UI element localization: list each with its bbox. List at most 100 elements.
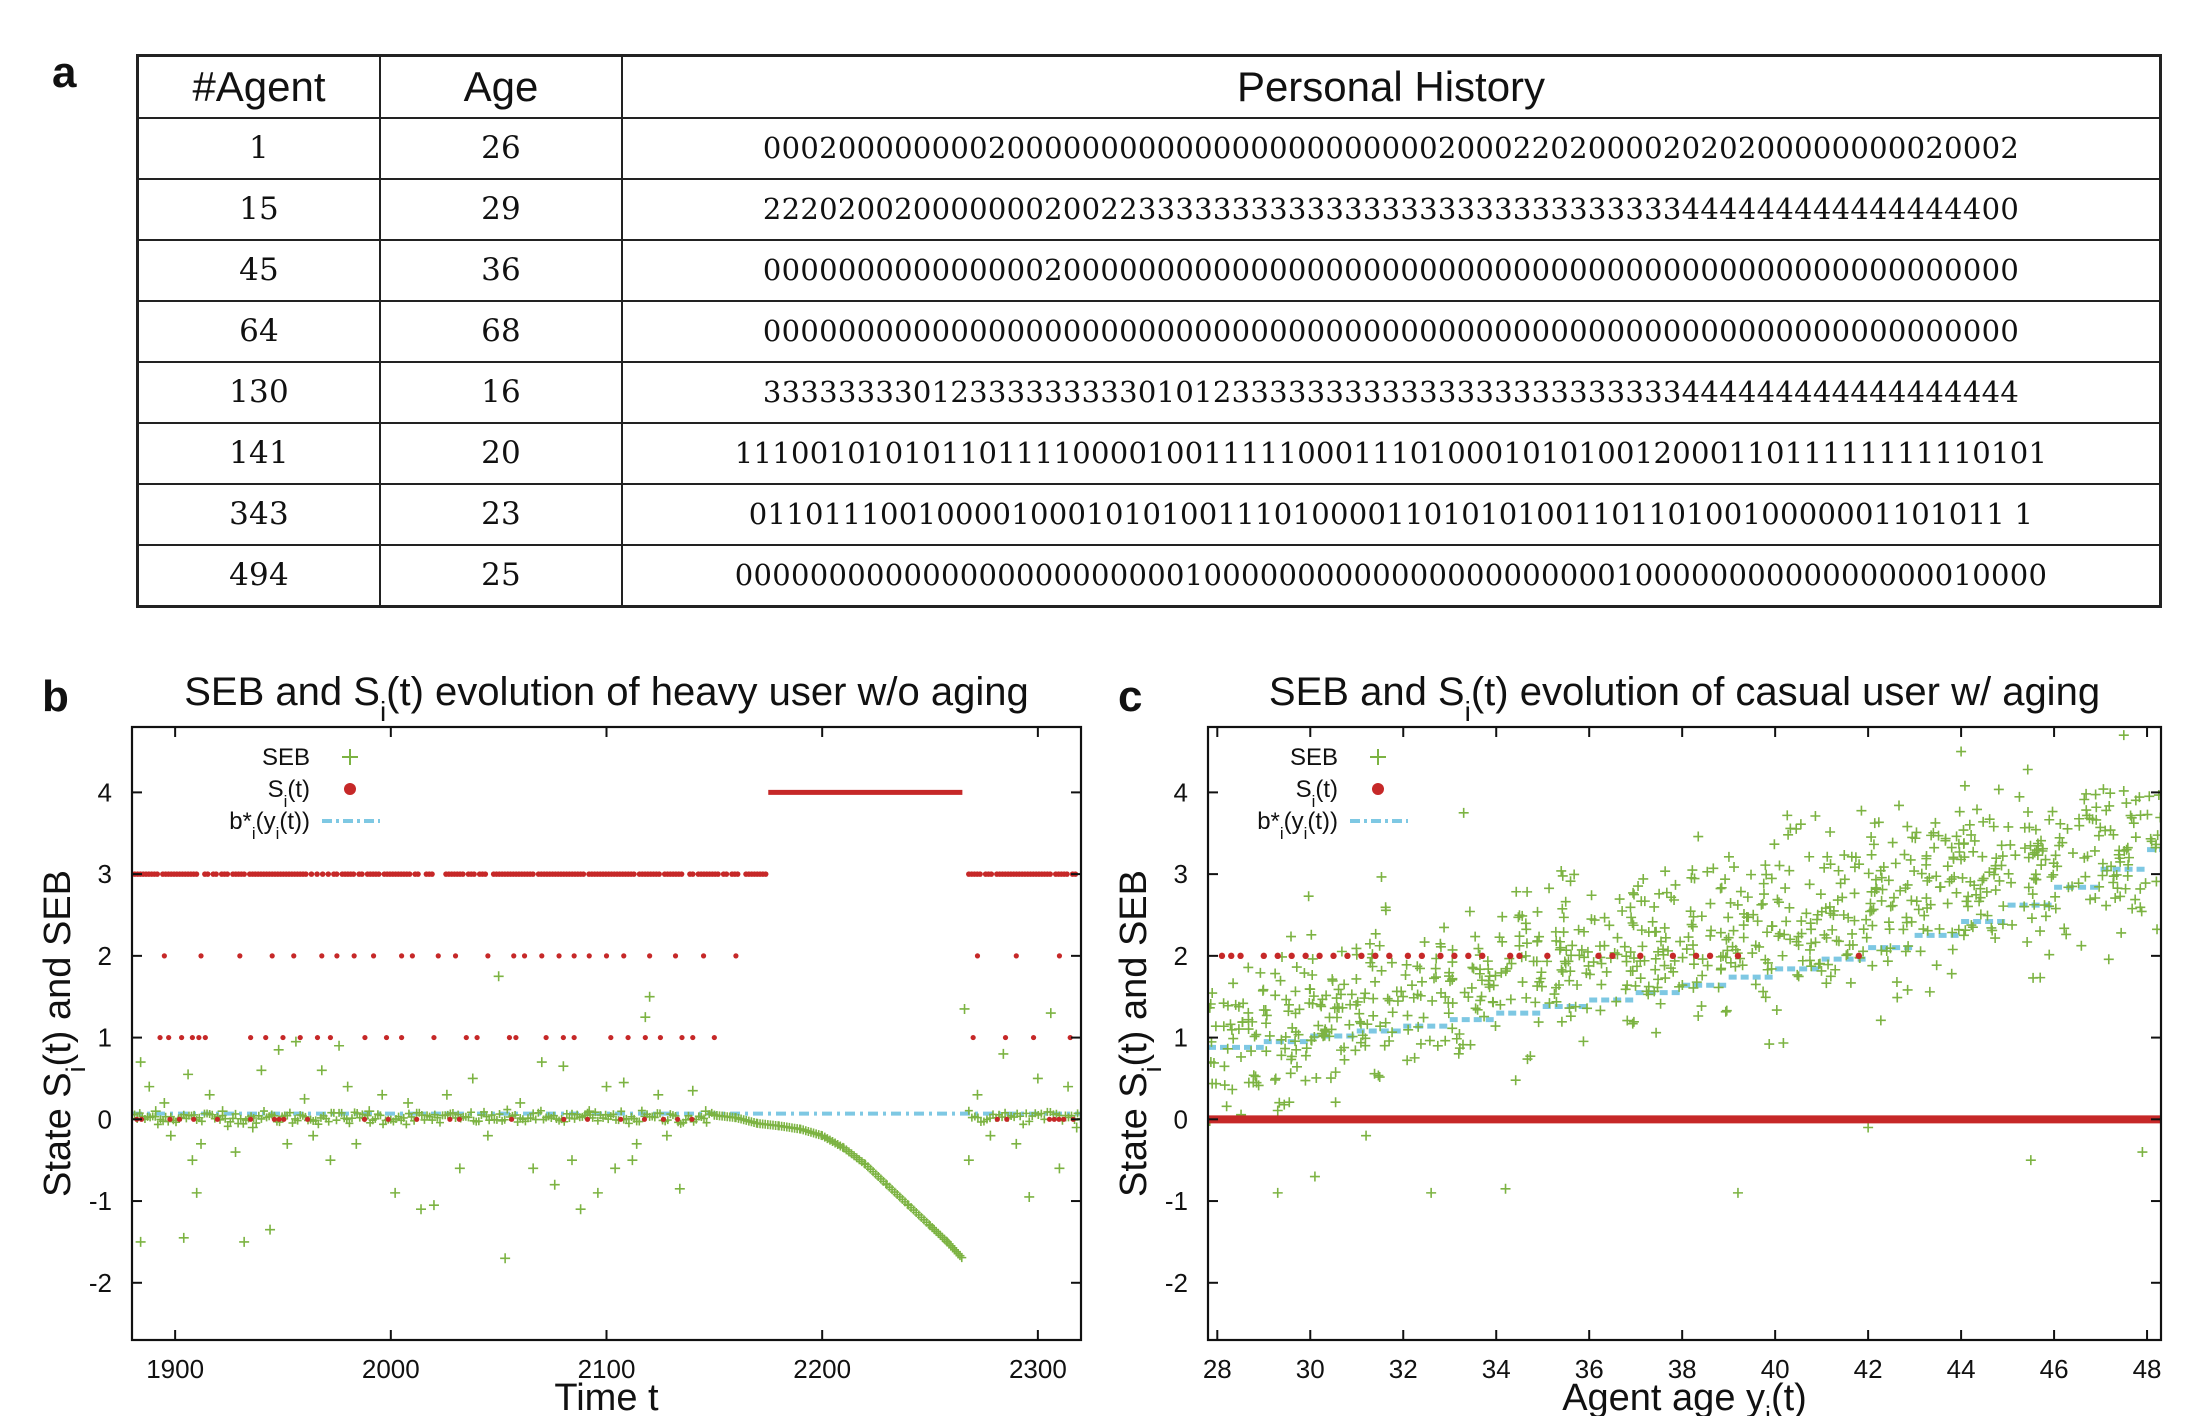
seb-point: [2055, 818, 2066, 829]
legend-label: SEB: [1290, 744, 1338, 771]
seb-point: [1596, 979, 1607, 990]
age-cell: 25: [379, 543, 623, 608]
seb-point: [159, 1097, 170, 1108]
seb-point: [610, 1163, 621, 1174]
seb-point: [187, 1155, 198, 1166]
seb-point: [1966, 920, 1977, 931]
seb-point: [1556, 865, 1567, 876]
seb-point: [1219, 1061, 1230, 1072]
seb-point: [1300, 1075, 1311, 1086]
table-row: 1 26 0002000000002000000000000000000000002…: [136, 117, 2162, 180]
seb-point: [1483, 979, 1494, 990]
seb-point: [1453, 1048, 1464, 1059]
seb-point: [1738, 920, 1749, 931]
state-point: [970, 1034, 976, 1041]
seb-point: [256, 1065, 267, 1076]
seb-point: [2050, 850, 2061, 861]
seb-point: [1668, 966, 1679, 977]
x-tick-label: 32: [1389, 1354, 1418, 1384]
state-point: [370, 953, 377, 959]
state-point: [977, 871, 983, 877]
y-tick-label: 1: [98, 1023, 112, 1053]
seb-point: [1713, 982, 1724, 993]
seb-point: [702, 1118, 711, 1127]
seb-point: [1467, 962, 1478, 973]
seb-point: [1969, 835, 1980, 846]
seb-point: [1926, 830, 1937, 841]
state-point: [193, 871, 200, 877]
state-point: [291, 953, 297, 959]
seb-point: [1620, 984, 1631, 995]
state-point: [304, 1116, 311, 1122]
seb-point: [584, 1106, 595, 1117]
table-row: 64 68 000000000000000000000000000000000000…: [136, 299, 2162, 363]
state-point: [325, 871, 332, 877]
x-axis-label: Time t: [554, 1377, 659, 1416]
seb-point: [428, 1116, 437, 1125]
seb-point: [1470, 1003, 1481, 1014]
seb-point: [1630, 980, 1641, 991]
state-point: [1734, 952, 1742, 960]
state-point: [1316, 952, 1323, 960]
seb-point: [1570, 1001, 1581, 1012]
seb-point: [1764, 1039, 1775, 1050]
seb-point: [1565, 876, 1576, 887]
seb-point: [1439, 922, 1450, 933]
seb-point: [1330, 1067, 1341, 1078]
seb-point: [1639, 955, 1650, 966]
seb-point: [1001, 1108, 1010, 1117]
seb-point: [1599, 912, 1610, 923]
y-axis-label: State Si(t) and SEB: [37, 870, 91, 1197]
state-point: [571, 1034, 577, 1041]
seb-point: [1760, 860, 1771, 871]
table-row: 130 16 33333333012333333333010123333333333…: [136, 360, 2162, 424]
seb-point: [228, 1114, 237, 1123]
seb-point: [637, 1106, 646, 1115]
seb-point: [1218, 998, 1229, 1009]
state-point: [248, 1034, 254, 1041]
seb-point: [2091, 802, 2102, 813]
state-point: [248, 1116, 254, 1122]
seb-point: [1627, 918, 1638, 929]
state-point: [1479, 952, 1486, 960]
seb-point: [1379, 1040, 1390, 1051]
seb-point: [2145, 833, 2156, 844]
seb-point: [1582, 946, 1593, 957]
state-point: [1056, 1116, 1062, 1122]
history-cell: 1110010101011011110000100111110001110100…: [621, 421, 2162, 485]
seb-point: [1688, 982, 1699, 993]
seb-point: [1368, 993, 1379, 1004]
seb-point: [1649, 901, 1660, 912]
seb-point: [1993, 784, 2004, 795]
seb-point: [1659, 922, 1670, 933]
seb-point: [1622, 1015, 1633, 1026]
seb-point: [2061, 929, 2072, 940]
seb-point: [1962, 901, 1973, 912]
seb-point: [1743, 912, 1754, 923]
seb-point: [178, 1232, 189, 1243]
seb-point: [2025, 1155, 2036, 1166]
seb-point: [2029, 899, 2040, 910]
seb-point: [1631, 961, 1642, 972]
seb-point: [1588, 957, 1599, 968]
seb-point: [1843, 912, 1854, 923]
seb-point: [2062, 823, 2073, 834]
seb-point: [2026, 913, 2037, 924]
seb-point: [1565, 1011, 1576, 1022]
state-point: [263, 1034, 269, 1041]
seb-point: [1251, 1077, 1262, 1088]
legend-seb-marker: [342, 749, 358, 765]
state-point: [1004, 1116, 1010, 1122]
seb-point: [1357, 1030, 1368, 1041]
seb-point: [2029, 847, 2040, 858]
seb-point: [1488, 997, 1499, 1008]
x-tick-label: 2100: [578, 1354, 636, 1384]
seb-point: [653, 1089, 664, 1100]
seb-point: [1274, 1097, 1285, 1108]
seb-point: [1339, 1054, 1350, 1065]
state-point: [1260, 952, 1267, 960]
seb-point: [1806, 938, 1817, 949]
seb-point: [2003, 868, 2014, 879]
seb-point: [1766, 873, 1777, 884]
seb-point: [1821, 978, 1832, 989]
